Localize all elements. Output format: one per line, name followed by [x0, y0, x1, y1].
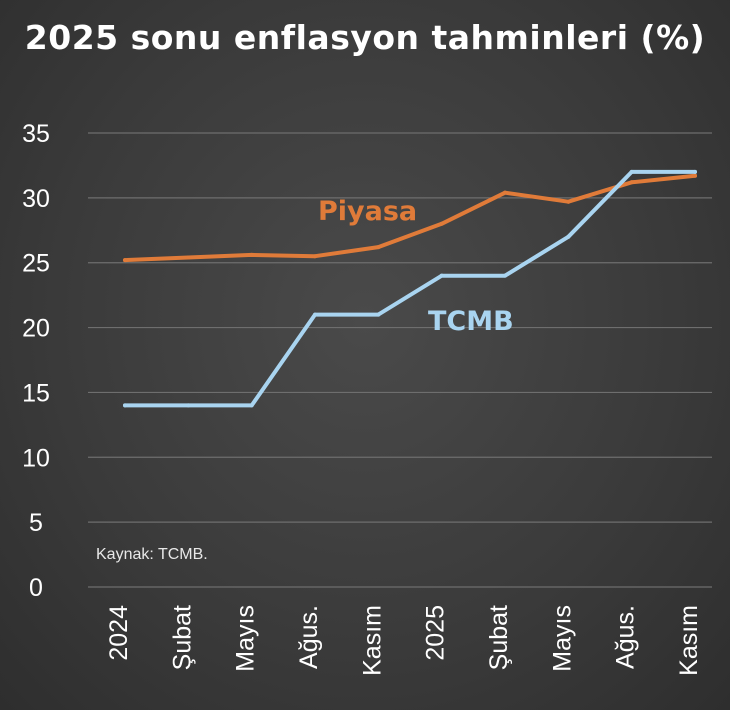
y-tick-label-15: 15 — [22, 379, 50, 407]
y-tick-label-20: 20 — [22, 315, 50, 343]
data-point-piyasa-9 — [693, 173, 697, 178]
y-tick-label-5: 5 — [29, 509, 43, 537]
series-label-piyasa: Piyasa — [318, 196, 417, 227]
x-tick-label-7-mayis: Mayıs — [548, 605, 576, 672]
data-point-piyasa-1 — [186, 255, 191, 260]
data-point-piyasa-0 — [123, 258, 127, 263]
x-tick-label-5-2025: 2025 — [422, 605, 450, 661]
y-tick-label-0: 0 — [29, 574, 43, 602]
x-tick-label-3-agus: Ağus. — [295, 605, 323, 669]
data-point-piyasa-3 — [313, 254, 317, 259]
data-point-tcmb-9 — [693, 169, 697, 174]
y-tick-label-10: 10 — [22, 444, 50, 472]
x-tick-label-4-kasim: Kasım — [358, 605, 386, 676]
source-note: Kaynak: TCMB. — [96, 546, 208, 563]
x-tick-label-2-mayis: Mayıs — [232, 605, 260, 672]
series-lines — [123, 169, 697, 408]
x-tick-label-6-subat: Şubat — [485, 605, 513, 670]
data-point-tcmb-1 — [186, 403, 191, 408]
x-tick-label-1-subat: Şubat — [168, 605, 196, 670]
y-tick-label-35: 35 — [22, 120, 50, 148]
chart-title: 2025 sonu enflasyon tahminleri (%) — [24, 18, 706, 57]
data-point-piyasa-4 — [376, 245, 381, 250]
data-point-tcmb-7 — [566, 234, 571, 239]
data-point-tcmb-6 — [503, 273, 507, 278]
y-tick-label-25: 25 — [22, 250, 50, 278]
data-point-tcmb-5 — [439, 273, 444, 278]
series-line-piyasa — [123, 173, 697, 263]
data-point-tcmb-0 — [123, 403, 127, 408]
data-point-piyasa-2 — [249, 252, 254, 257]
x-tick-label-8-agus: Ağus. — [612, 605, 640, 669]
data-point-tcmb-4 — [376, 312, 381, 317]
data-point-tcmb-3 — [313, 312, 317, 317]
data-point-piyasa-7 — [566, 199, 571, 204]
y-axis: 0 5 10 15 20 25 30 35 — [22, 120, 50, 602]
data-point-piyasa-5 — [439, 221, 444, 226]
series-line-tcmb — [123, 169, 697, 408]
data-point-tcmb-8 — [629, 169, 634, 174]
x-tick-label-9-kasim: Kasım — [675, 605, 703, 676]
y-tick-label-30: 30 — [22, 185, 50, 213]
x-axis: 2024 Şubat Mayıs Ağus. Kasım 2025 Şubat Mayıs Ağ… — [105, 605, 703, 676]
data-point-piyasa-8 — [629, 180, 634, 185]
series-label-tcmb: TCMB — [428, 306, 514, 337]
data-point-piyasa-6 — [503, 190, 507, 195]
data-point-tcmb-2 — [249, 403, 254, 408]
x-tick-label-0-2024: 2024 — [105, 605, 133, 661]
